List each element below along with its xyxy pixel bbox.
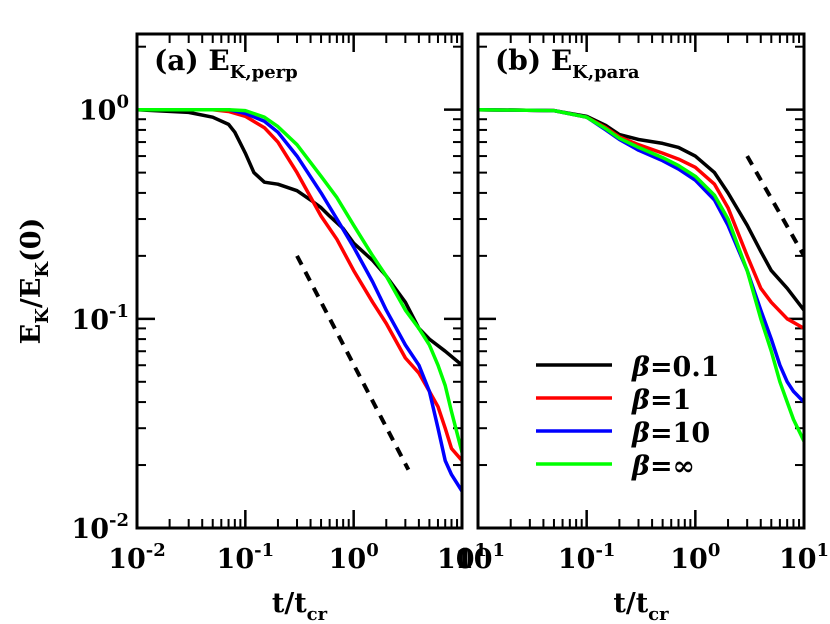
reference-slope-line bbox=[295, 254, 411, 471]
panel-frame bbox=[135, 32, 464, 530]
x-tick-label: 101 bbox=[437, 540, 487, 575]
series-line-β=∞ bbox=[478, 107, 804, 443]
panel-b: (b) EK,para 10-1 100 101 101 t/tcr bbox=[455, 32, 829, 624]
series-group bbox=[137, 107, 462, 493]
y-tick-label: 10-2 bbox=[71, 510, 129, 545]
series-group bbox=[478, 107, 804, 443]
legend-label: β=0.1 bbox=[631, 352, 720, 383]
x-tick-label: 100 bbox=[670, 540, 720, 575]
panel-frame bbox=[476, 32, 806, 530]
x-axis-label: t/tcr bbox=[272, 588, 328, 624]
x-tick-label: 101 bbox=[455, 540, 505, 575]
x-tick-label: 10-1 bbox=[217, 540, 275, 575]
legend-label: β=10 bbox=[631, 418, 710, 449]
series-line-β=10 bbox=[137, 107, 462, 493]
reference-slope-line bbox=[745, 155, 804, 257]
x-tick-label: 101 bbox=[779, 540, 829, 575]
series-line-β=1 bbox=[137, 107, 462, 463]
series-line-β=∞ bbox=[137, 107, 462, 455]
legend-label: β=1 bbox=[631, 385, 691, 416]
x-tick-label: 100 bbox=[329, 540, 379, 575]
series-line-β=0.1 bbox=[478, 107, 804, 312]
panel-label: (b) EK,para bbox=[495, 44, 640, 83]
y-axis-label: EK/EK(0) bbox=[16, 218, 53, 345]
legend: β=0.1β=1β=10β=∞ bbox=[536, 352, 720, 482]
x-tick-label: 10-1 bbox=[558, 540, 616, 575]
legend-label: β=∞ bbox=[631, 451, 695, 482]
x-axis-label: t/tcr bbox=[613, 588, 669, 624]
y-tick-label: 100 bbox=[79, 92, 129, 127]
panel-label: (a) EK,perp bbox=[154, 44, 298, 83]
x-tick-label: 10-2 bbox=[108, 540, 166, 575]
y-tick-label: 10-1 bbox=[71, 301, 129, 336]
